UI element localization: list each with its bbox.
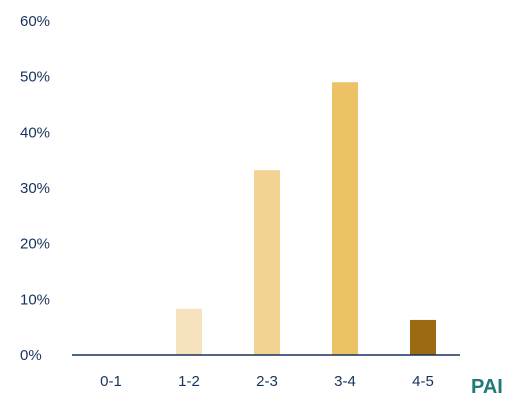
bar-4-5 [410, 319, 436, 355]
bar-1-2 [176, 308, 202, 355]
y-tick-label: 10% [20, 291, 50, 308]
y-tick-label: 50% [20, 69, 50, 86]
bar-2-3 [254, 170, 280, 355]
x-tick-label: 2-3 [256, 373, 278, 390]
y-tick-label: 0% [20, 347, 42, 364]
x-axis-title: PAI [471, 376, 503, 398]
bar-3-4 [332, 82, 358, 355]
y-tick-label: 20% [20, 236, 50, 253]
y-tick-label: 30% [20, 180, 50, 197]
x-tick-label: 1-2 [178, 373, 200, 390]
x-axis-ticks: 0-1 1-2 2-3 3-4 4-5 [100, 373, 434, 390]
x-tick-label: 0-1 [100, 373, 122, 390]
bars [176, 82, 436, 355]
x-tick-label: 4-5 [412, 373, 434, 390]
y-tick-label: 40% [20, 124, 50, 141]
y-tick-label: 60% [20, 13, 50, 30]
x-tick-label: 3-4 [334, 373, 356, 390]
y-axis-ticks: 0% 10% 20% 30% 40% 50% 60% [20, 13, 50, 364]
